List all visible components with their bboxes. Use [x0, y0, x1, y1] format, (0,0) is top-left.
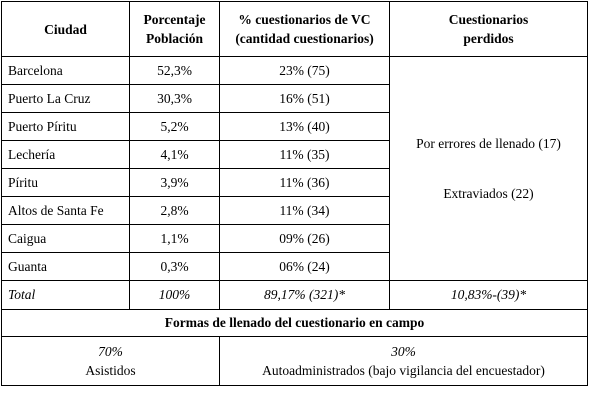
header-cell: Cuestionarios perdidos: [389, 1, 588, 57]
cell: 11% (34): [219, 196, 390, 225]
cell: Puerto Píritu: [1, 112, 130, 141]
cell: 5,2%: [129, 112, 220, 141]
header-cell: % cuestionarios de VC (cantidad cuestiona…: [219, 1, 390, 57]
method-row: 70% Asistidos 30% Autoadministrados (bajo v…: [1, 336, 588, 386]
data-row: Altos de Santa Fe 2,8% 11% (34): [1, 196, 588, 225]
header-text: perdidos: [463, 31, 514, 46]
data-row: Puerto La Cruz 30,3% 16% (51): [1, 84, 588, 113]
cell: Lechería: [1, 140, 130, 169]
cell: 06% (24): [219, 252, 390, 281]
cell: Altos de Santa Fe: [1, 196, 130, 225]
header-row: Ciudad Porcentaje Población % cuestionarios…: [1, 1, 588, 57]
table-body: Barcelona 52,3% 23% (75) Por errores de lle…: [1, 56, 588, 386]
total-cell: 89,17% (321)*: [219, 280, 390, 310]
total-cell: 100%: [129, 280, 220, 310]
header-cell: Ciudad: [1, 1, 130, 57]
cell: 30,3%: [129, 84, 220, 113]
spacer: [396, 152, 581, 186]
method-percent: 70%: [98, 344, 123, 359]
cell: 16% (51): [219, 84, 390, 113]
method-title: Formas de llenado del cuestionario en ca…: [1, 309, 588, 337]
total-cell: 10,83%-(39)*: [389, 280, 588, 310]
cell: 1,1%: [129, 224, 220, 253]
cell: 13% (40): [219, 112, 390, 141]
header-text: % cuestionarios de VC: [238, 12, 371, 27]
cell: 09% (26): [219, 224, 390, 253]
data-row: Barcelona 52,3% 23% (75) Por errores de lle…: [1, 56, 588, 281]
header-text: Porcentaje: [143, 12, 206, 27]
data-row: Píritu 3,9% 11% (36): [1, 168, 588, 197]
header-text: (cantidad cuestionarios): [235, 31, 374, 46]
header-cell: Porcentaje Población: [129, 1, 220, 57]
cell: Puerto La Cruz: [1, 84, 130, 113]
cell: Guanta: [1, 252, 130, 281]
lost-cell: Por errores de llenado (17) Extraviados (…: [389, 56, 588, 281]
cell: 4,1%: [129, 140, 220, 169]
total-cell: Total: [1, 280, 130, 310]
data-row: Caigua 1,1% 09% (26): [1, 224, 588, 253]
cell: 3,9%: [129, 168, 220, 197]
total-row: Total 100% 89,17% (321)* 10,83%-(39)*: [1, 280, 588, 310]
data-row: Guanta 0,3% 06% (24): [1, 252, 588, 281]
method-percent: 30%: [391, 344, 416, 359]
lost-text: Por errores de llenado (17): [416, 135, 561, 151]
method-label: Asistidos: [85, 363, 136, 378]
header-text: Ciudad: [44, 21, 87, 37]
data-row: Puerto Píritu 5,2% 13% (40): [1, 112, 588, 141]
method-label: Autoadministrados (bajo vigilancia del e…: [262, 363, 545, 378]
cell: 0,3%: [129, 252, 220, 281]
cell: Caigua: [1, 224, 130, 253]
cell: 11% (35): [219, 140, 390, 169]
header-text: Cuestionarios: [448, 12, 529, 27]
cell: 23% (75): [219, 56, 390, 85]
header-text: Población: [145, 31, 203, 46]
cell: 2,8%: [129, 196, 220, 225]
method-cell: 70% Asistidos: [1, 336, 220, 386]
cell: Píritu: [1, 168, 130, 197]
data-table: Ciudad Porcentaje Población % cuestionarios…: [1, 1, 588, 386]
cell: 11% (36): [219, 168, 390, 197]
cell: Barcelona: [1, 56, 130, 85]
data-row: Lechería 4,1% 11% (35): [1, 140, 588, 169]
cell: 52,3%: [129, 56, 220, 85]
method-cell: 30% Autoadministrados (bajo vigilancia de…: [219, 336, 588, 386]
lost-text: Extraviados (22): [443, 185, 534, 201]
method-title-row: Formas de llenado del cuestionario en ca…: [1, 309, 588, 337]
